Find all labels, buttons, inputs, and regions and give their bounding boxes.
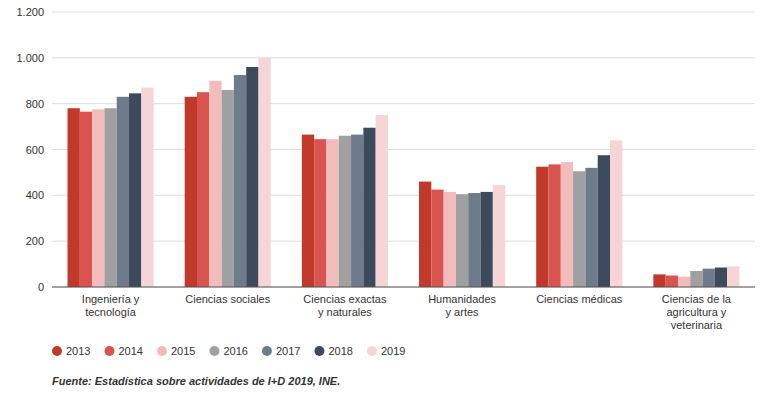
bar: [444, 192, 456, 287]
bar: [468, 193, 480, 287]
legend-label: 2016: [223, 345, 247, 357]
bar: [573, 171, 585, 287]
legend-label: 2014: [118, 345, 142, 357]
y-axis: 0 200 400 600 800 1.000 1.200: [16, 6, 44, 293]
bar: [234, 75, 246, 287]
legend: 2013 2014 2015 2016 2017 2018 2019: [52, 345, 405, 357]
bar: [536, 167, 548, 287]
bar: [80, 112, 92, 287]
bar: [653, 274, 665, 287]
bar: [666, 276, 678, 287]
bar: [104, 108, 116, 287]
bar: [481, 192, 493, 287]
legend-label: 2019: [381, 345, 405, 357]
bar: [493, 185, 505, 287]
x-tick-label: Ciencias exactasy naturales: [303, 293, 387, 318]
bar: [548, 164, 560, 287]
y-tick-label: 400: [26, 189, 44, 201]
legend-label: 2018: [328, 345, 352, 357]
bar: [678, 277, 690, 287]
x-tick-label: Ciencias de laagricultura yveterinaria: [662, 293, 732, 331]
grid-line: [52, 287, 755, 288]
bar: [431, 190, 443, 287]
x-tick-label: Ciencias sociales: [185, 293, 270, 305]
bar: [314, 139, 326, 287]
bars: [68, 58, 740, 287]
x-tick-label: Ciencias médicas: [536, 293, 623, 305]
legend-marker: [314, 346, 324, 356]
bar: [339, 136, 351, 287]
bar: [141, 88, 153, 287]
bar: [703, 269, 715, 287]
grid-line: [52, 12, 755, 13]
y-tick-label: 0: [38, 281, 44, 293]
x-axis-line: [52, 287, 755, 288]
chart: 0 200 400 600 800 1.000 1.200 Ingeniería ytecno…: [0, 0, 765, 397]
grid-line: [52, 149, 755, 150]
y-tick-label: 200: [26, 235, 44, 247]
bar: [690, 271, 702, 287]
legend-marker: [209, 346, 219, 356]
bar: [222, 90, 234, 287]
y-tick-label: 1.200: [16, 6, 44, 18]
bar: [351, 135, 363, 287]
legend-marker: [157, 346, 167, 356]
bar: [259, 58, 271, 287]
bar: [715, 268, 727, 287]
bar: [246, 67, 258, 287]
legend-label: 2017: [276, 345, 300, 357]
bar: [727, 266, 739, 287]
x-axis: Ingeniería ytecnología Ciencias sociales C…: [52, 287, 755, 331]
bar: [117, 97, 129, 287]
grid-line: [52, 57, 755, 58]
grid-line: [52, 195, 755, 196]
bar: [209, 81, 221, 287]
legend-marker: [262, 346, 272, 356]
bar: [129, 93, 141, 287]
legend-label: 2013: [66, 345, 90, 357]
bar: [561, 162, 573, 287]
x-tick-label: Humanidadesy artes: [428, 293, 496, 318]
bar: [197, 92, 209, 287]
bar: [419, 182, 431, 287]
bar: [456, 194, 468, 287]
y-tick-label: 1.000: [16, 52, 44, 64]
bar: [585, 168, 597, 287]
legend-marker: [367, 346, 377, 356]
bar: [376, 115, 388, 287]
legend-marker: [104, 346, 114, 356]
grid-line: [52, 241, 755, 242]
grid-line: [52, 103, 755, 104]
legend-label: 2015: [171, 345, 195, 357]
bar: [68, 108, 80, 287]
legend-marker: [52, 346, 62, 356]
x-tick-label: Ingeniería ytecnología: [82, 293, 140, 318]
bar: [92, 109, 104, 287]
y-tick-label: 600: [26, 144, 44, 156]
bar: [185, 97, 197, 287]
grid: [52, 12, 755, 287]
bar: [363, 128, 375, 287]
bar: [610, 140, 622, 287]
y-tick-label: 800: [26, 98, 44, 110]
bar: [302, 135, 314, 287]
source-note: Fuente: Estadística sobre actividades de…: [52, 375, 340, 387]
bar: [326, 139, 338, 287]
bar: [598, 155, 610, 287]
